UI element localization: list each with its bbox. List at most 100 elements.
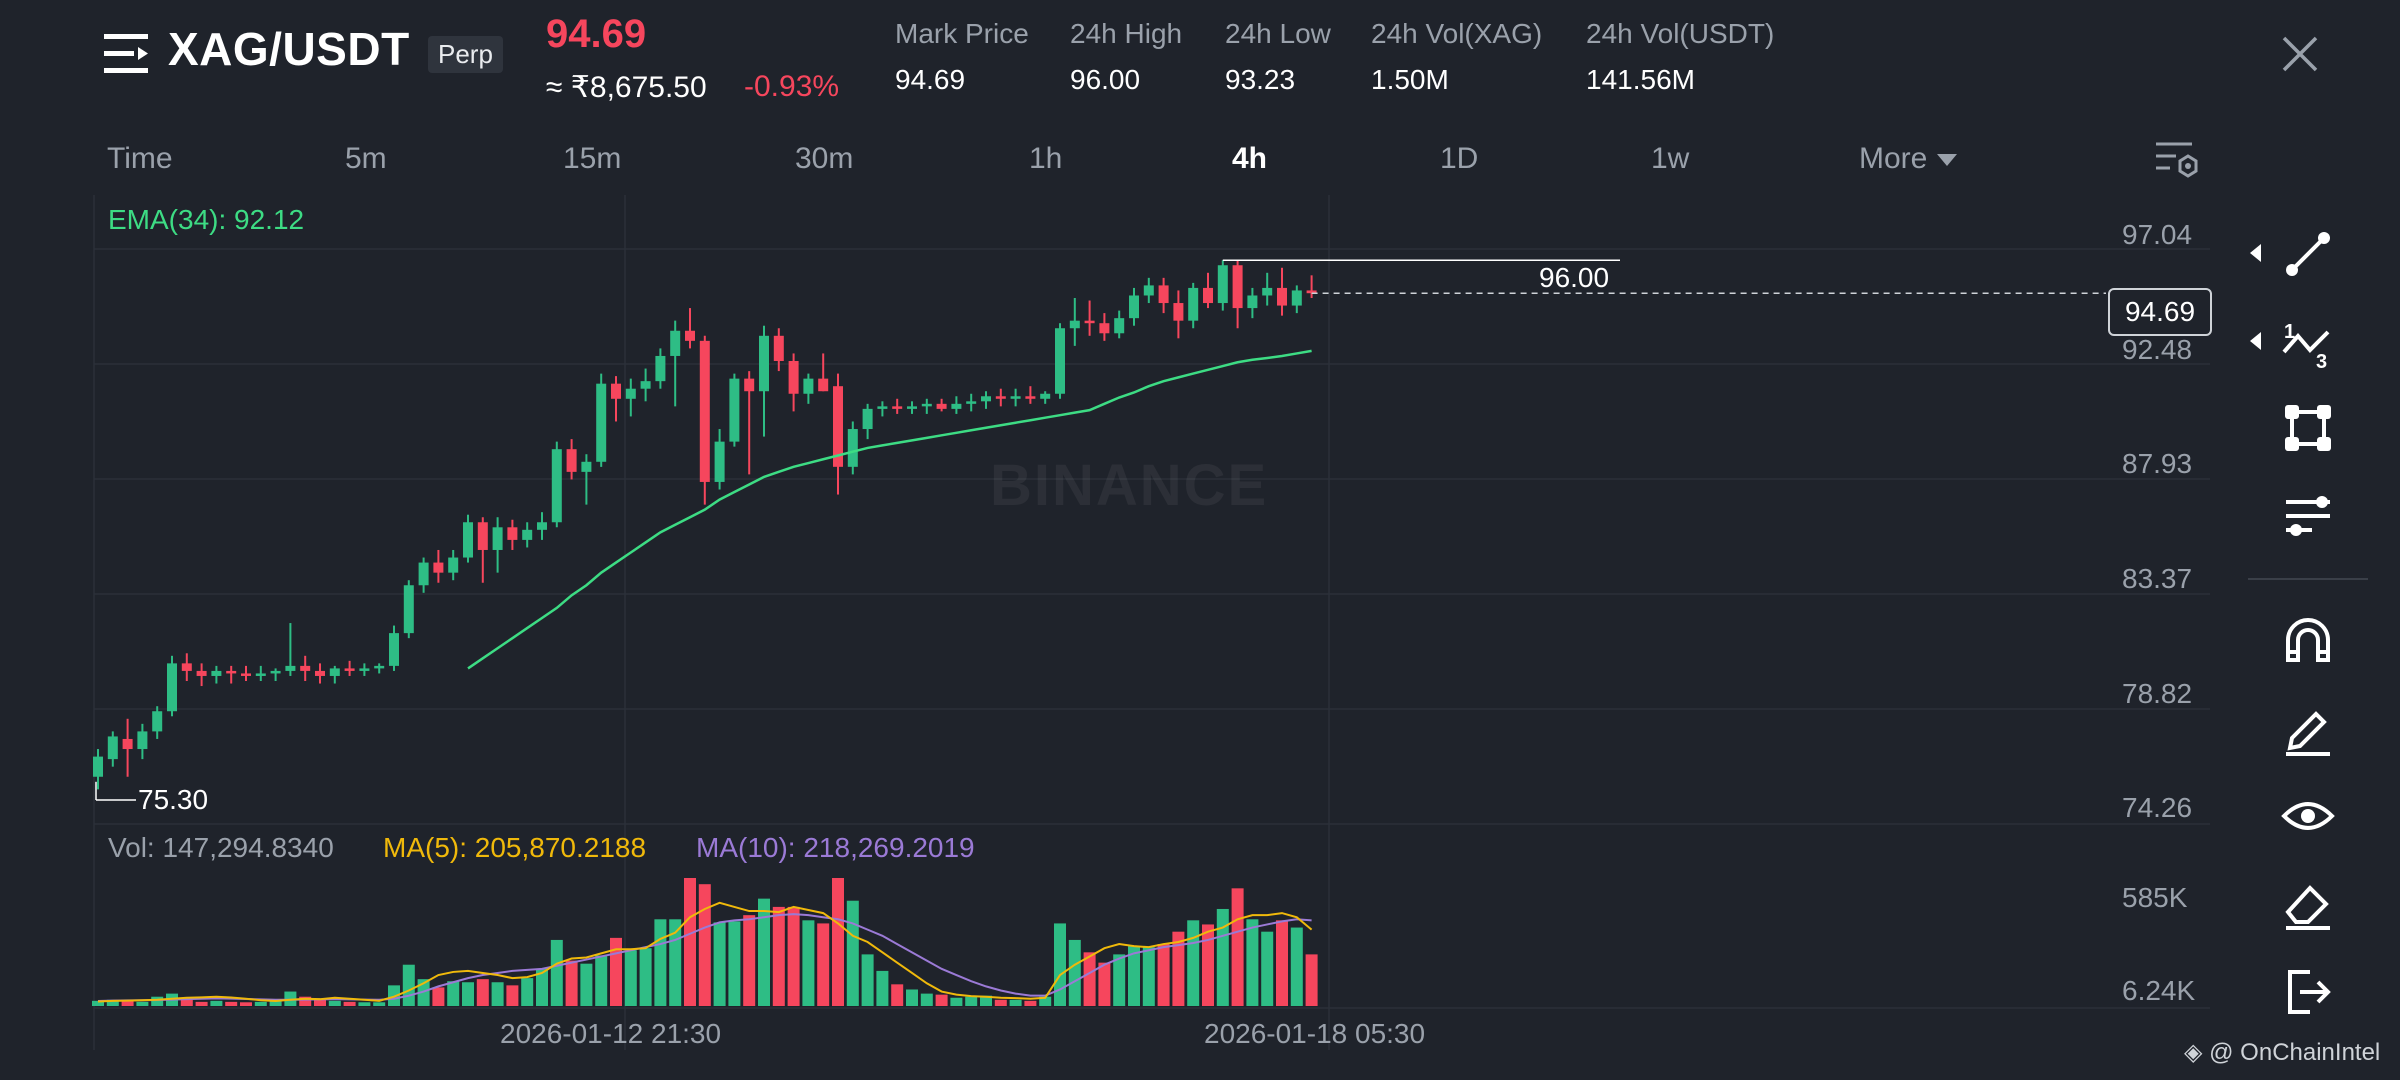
volume-bar	[1009, 999, 1022, 1006]
volume-bar	[284, 991, 297, 1006]
candle-body	[907, 406, 917, 409]
volume-bar	[920, 993, 933, 1006]
candle-body	[670, 330, 681, 356]
tab-1h[interactable]: 1h	[1029, 142, 1063, 175]
stat-mark-price: Mark Price 94.69	[895, 18, 1029, 96]
candle-body	[833, 386, 843, 467]
candle-body	[936, 403, 947, 409]
volume-bar	[1039, 996, 1052, 1006]
stat-24h-vol-base: 24h Vol(XAG) 1.50M	[1371, 18, 1542, 96]
symbol-title[interactable]: XAG/USDT	[168, 23, 410, 75]
volume-bar	[624, 950, 637, 1006]
volume-bar	[550, 939, 563, 1006]
stat-label: 24h Vol(USDT)	[1586, 18, 1775, 49]
high-marker-label: 96.00	[1539, 262, 1610, 293]
chart-settings-icon[interactable]	[2152, 138, 2200, 182]
candle-body	[107, 736, 118, 760]
watermark: BINANCE	[990, 453, 1269, 518]
volume-bar	[1290, 927, 1303, 1006]
volume-bar	[314, 999, 326, 1006]
candle-body	[537, 522, 547, 530]
time-axis-tick: 2026-01-18 05:30	[1204, 1018, 1426, 1049]
volume-bar	[1083, 952, 1096, 1006]
candle-body	[300, 665, 311, 671]
volume-bar	[536, 968, 548, 1006]
candle-body	[1069, 320, 1080, 329]
price-axis-tick: 97.04	[2122, 219, 2193, 250]
volume-bar	[92, 1000, 104, 1006]
menu-icon[interactable]	[102, 30, 150, 78]
candle-body	[1114, 318, 1125, 334]
tab-30m[interactable]: 30m	[795, 142, 854, 175]
stat-label: 24h Low	[1225, 18, 1331, 49]
tab-4h[interactable]: 4h	[1232, 142, 1268, 175]
tab-1w[interactable]: 1w	[1651, 142, 1690, 175]
eraser-icon[interactable]	[2278, 874, 2338, 934]
candle-body	[744, 378, 755, 392]
candle-body	[359, 668, 370, 671]
caret-left-icon[interactable]	[2250, 332, 2261, 350]
last-price: 94.69	[546, 12, 647, 56]
volume-bar	[994, 999, 1007, 1006]
volume-bar	[1054, 923, 1066, 1006]
caret-down-icon	[1937, 154, 1958, 167]
ema-legend: EMA(34): 92.12	[108, 204, 305, 235]
candle-body	[640, 381, 651, 389]
pencil-icon[interactable]	[2278, 698, 2338, 758]
volume-bars	[92, 878, 1318, 1006]
candle-body	[226, 670, 237, 674]
tab-15m[interactable]: 15m	[563, 142, 622, 175]
eye-icon[interactable]	[2278, 786, 2338, 846]
tab-5m[interactable]: 5m	[345, 142, 387, 175]
volume-bar	[432, 987, 445, 1006]
volume-bar	[240, 1002, 252, 1006]
candle-body	[1232, 265, 1243, 309]
price-axis-tick: 92.48	[2122, 334, 2193, 365]
tab-1d[interactable]: 1D	[1440, 142, 1479, 175]
current-price-tag: 94.69	[2108, 288, 2212, 336]
svg-text:3: 3	[2316, 351, 2327, 372]
shape-tool-icon[interactable]	[2278, 398, 2338, 458]
indicator-settings-icon[interactable]	[2278, 486, 2338, 546]
volume-bar	[447, 981, 460, 1006]
candle-body	[1291, 290, 1302, 306]
volume-bar	[506, 985, 519, 1006]
diamond-logo-icon: ◈	[2184, 1039, 2203, 1066]
volume-bar	[861, 954, 874, 1006]
volume-bar	[210, 1000, 223, 1006]
stat-label: 24h High	[1070, 18, 1183, 49]
volume-bar	[595, 955, 608, 1006]
tab-more[interactable]: More	[1859, 142, 1958, 176]
stat-value: 141.56M	[1586, 64, 1695, 95]
candle-body	[921, 403, 932, 407]
volume-bar	[772, 906, 785, 1006]
volume-bar	[758, 898, 770, 1006]
stat-value: 1.50M	[1371, 64, 1449, 95]
volume-bar	[817, 923, 830, 1006]
caret-left-icon[interactable]	[2250, 244, 2261, 262]
stat-24h-high: 24h High 96.00	[1070, 18, 1182, 96]
candle-body	[1306, 290, 1317, 294]
ema34-line	[467, 349, 1312, 670]
volume-bar	[328, 1000, 341, 1006]
price-axis-tick: 83.37	[2122, 563, 2193, 594]
price-overlays	[95, 259, 2106, 801]
candle-body	[788, 360, 799, 394]
exit-icon[interactable]	[2278, 962, 2338, 1022]
candle-body	[1158, 285, 1169, 304]
toolbar-divider	[2248, 578, 2368, 580]
fib-tool-icon[interactable]: 1 3	[2278, 312, 2338, 373]
tab-time[interactable]: Time	[107, 142, 173, 175]
volume-bar	[1172, 931, 1185, 1006]
candle-body	[551, 449, 562, 523]
magnet-icon[interactable]	[2278, 610, 2338, 670]
volume-bar	[1068, 939, 1081, 1006]
trend-line-icon[interactable]	[2278, 224, 2338, 284]
volume-bar	[195, 1001, 208, 1006]
candle-body	[241, 673, 251, 676]
ma5-legend: MA(5): 205,870.2188	[383, 832, 647, 863]
close-icon[interactable]	[2278, 32, 2322, 76]
candle-body	[981, 396, 991, 402]
candle-body	[507, 527, 518, 540]
